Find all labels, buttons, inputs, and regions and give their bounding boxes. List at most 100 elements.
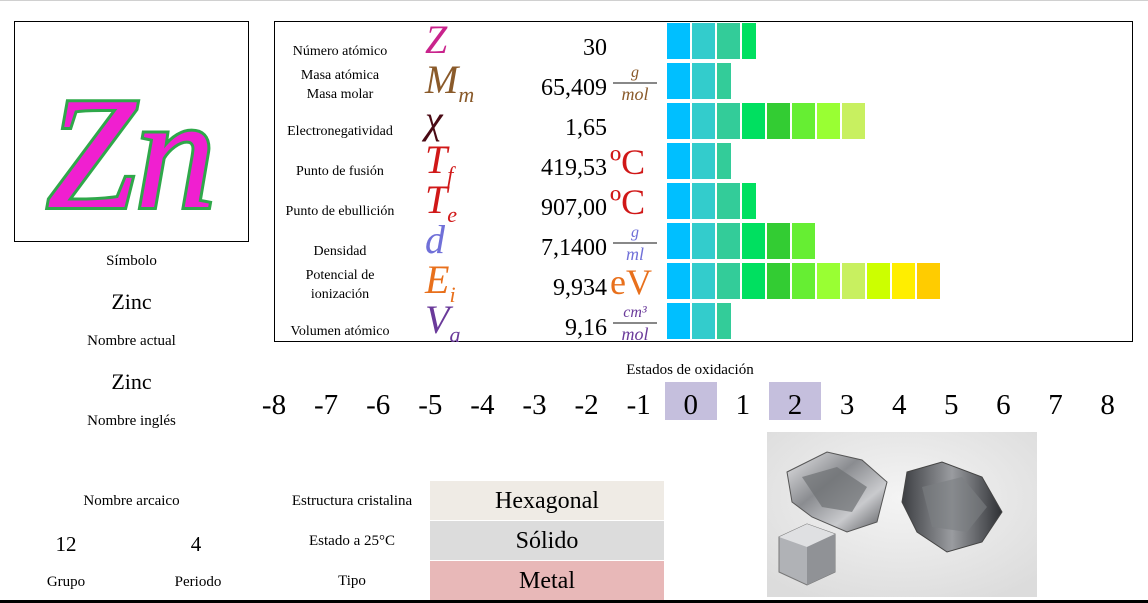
property-bar-segment [692, 183, 715, 219]
property-bar-segment [717, 263, 740, 299]
property-bar-segment [667, 143, 690, 179]
oxidation-state: 7 [1048, 389, 1063, 421]
oxidation-state: -3 [522, 389, 547, 421]
oxidation-states-title: Estados de oxidación [626, 362, 754, 378]
property-bar-segment [667, 63, 690, 99]
property-value: 30 [583, 35, 607, 61]
period-label: Periodo [174, 574, 222, 590]
property-bar-segment [742, 103, 765, 139]
property-symbol: Tf [425, 137, 454, 188]
property-name: Punto de ebullición [285, 204, 395, 219]
property-bar-segment [817, 263, 840, 299]
oxidation-state: 2 [769, 382, 821, 421]
crystal-structure-value: Hexagonal [430, 481, 664, 520]
english-name: Zinc [111, 369, 152, 394]
state-value: Sólido [430, 521, 664, 560]
property-bar-segment [817, 103, 840, 139]
oxidation-state: -4 [470, 389, 495, 421]
property-name: Masa atómica Masa molar [300, 68, 380, 102]
oxidation-state: 0 [664, 382, 717, 421]
property-name: Electronegatividad [287, 124, 393, 139]
property-value: 907,00 [541, 195, 607, 221]
property-value: 7,1400 [541, 235, 607, 261]
property-bar-segment [717, 23, 740, 59]
property-row: Masa atómica Masa molar Mm 65,409 g mol [275, 60, 1132, 107]
property-value: 9,16 [565, 315, 607, 341]
symbol-label: Símbolo [106, 253, 157, 269]
property-bar-segment [692, 103, 715, 139]
property-bar-segment [742, 223, 765, 259]
property-row: Electronegatividad χ 1,65 [275, 97, 1132, 142]
element-symbol-box: Zn [14, 21, 249, 242]
property-symbol: Z [425, 17, 448, 62]
oxidation-state: -5 [418, 389, 443, 421]
english-name-label: Nombre inglés [87, 413, 176, 429]
property-value: 1,65 [565, 115, 607, 141]
type-value: Metal [430, 561, 664, 600]
oxidation-state: 1 [735, 389, 751, 421]
property-bar-segment [717, 223, 740, 259]
property-bar-segment [667, 183, 690, 219]
property-bar-segment [717, 143, 731, 179]
property-bar-segment [842, 263, 865, 299]
property-bar-segment [767, 263, 790, 299]
current-name-label: Nombre actual [87, 333, 176, 349]
property-unit: cm³ mol [610, 305, 660, 343]
oxidation-state: 6 [996, 389, 1011, 421]
property-name: Punto de fusión [296, 164, 384, 179]
property-symbol: Te [425, 177, 458, 228]
property-row: Densidad d 7,1400 g ml [275, 220, 1132, 263]
properties-panel: Número atómico Z 30 Masa atómica Masa molar M… [274, 17, 1133, 347]
element-symbol-graphic: Zn [44, 61, 219, 241]
property-bar-segment [667, 303, 690, 339]
property-bar-segment [717, 63, 731, 99]
property-bar-segment [692, 143, 715, 179]
property-row: Punto de ebullición Te 907,00 ºC [275, 180, 1132, 227]
property-bar-segment [667, 223, 690, 259]
property-value: 419,53 [541, 155, 607, 181]
oxidation-state: -2 [574, 389, 599, 421]
property-name: Número atómico [292, 44, 388, 59]
property-bar-segment [842, 103, 865, 139]
property-unit: ºC [610, 182, 646, 222]
period-value: 4 [190, 532, 202, 556]
property-name: Volumen atómico [290, 324, 390, 339]
property-symbol: Mm [425, 57, 475, 108]
property-unit: g ml [610, 225, 660, 263]
property-unit: ºC [610, 142, 646, 182]
oxidation-state: 8 [1100, 389, 1115, 421]
property-bar-segment [667, 23, 690, 59]
property-name: Densidad [313, 244, 367, 259]
property-bar-segment [717, 103, 740, 139]
type-label: Tipo [338, 573, 366, 589]
property-bar-segment [692, 303, 715, 339]
property-symbol: χ [425, 97, 443, 142]
property-bar-segment [692, 223, 715, 259]
property-bar-segment [867, 263, 890, 299]
oxidation-state: -1 [626, 389, 651, 421]
property-bar-segment [767, 223, 790, 259]
property-bar-segment [667, 263, 690, 299]
property-bar-segment [792, 263, 815, 299]
property-value: 65,409 [541, 75, 607, 101]
property-bar-segment [742, 23, 756, 59]
property-bar-segment [742, 263, 765, 299]
property-name: Potencial de ionización [305, 268, 375, 302]
property-row: Punto de fusión Tf 419,53 ºC [275, 140, 1132, 187]
property-bar-segment [692, 63, 715, 99]
property-symbol: Ei [425, 257, 456, 308]
property-bar-segment [792, 223, 815, 259]
group-value: 12 [55, 532, 77, 556]
property-bar-segment [792, 103, 815, 139]
property-bar-segment [917, 263, 940, 299]
property-bar-segment [667, 103, 690, 139]
crystal-structure-label: Estructura cristalina [291, 493, 413, 509]
oxidation-state: 4 [891, 389, 907, 421]
property-value: 9,934 [553, 275, 607, 301]
property-row: Potencial de ionización Ei 9,934 eV [275, 260, 1132, 307]
property-bar-segment [892, 263, 915, 299]
property-bar-segment [717, 183, 740, 219]
zinc-sample-photo [767, 432, 1037, 597]
property-bar-segment [742, 183, 756, 219]
property-symbol: Va [425, 297, 461, 348]
